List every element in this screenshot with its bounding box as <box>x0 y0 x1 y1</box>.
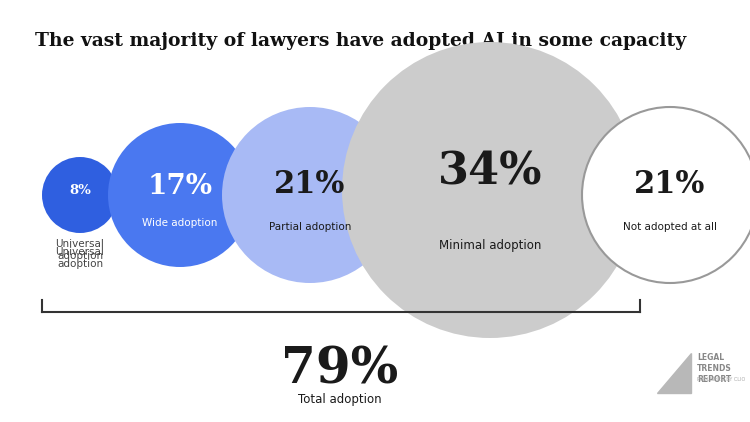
Circle shape <box>108 123 252 267</box>
Text: LEGAL
TRENDS
REPORT: LEGAL TRENDS REPORT <box>697 353 732 384</box>
Text: Universal
adoption: Universal adoption <box>56 239 104 261</box>
Circle shape <box>42 157 118 233</box>
Text: PUBLISHED BY CLIO: PUBLISHED BY CLIO <box>697 377 746 382</box>
Text: Total adoption: Total adoption <box>298 393 382 406</box>
Circle shape <box>582 107 750 283</box>
Text: 8%: 8% <box>69 184 91 197</box>
Circle shape <box>222 107 398 283</box>
Text: Partial adoption: Partial adoption <box>268 222 351 232</box>
Text: Wide adoption: Wide adoption <box>142 218 218 228</box>
Text: 34%: 34% <box>438 151 542 194</box>
Text: Universal
adoption: Universal adoption <box>56 247 104 268</box>
Text: Not adopted at all: Not adopted at all <box>623 222 717 232</box>
Text: The vast majority of lawyers have adopted AI in some capacity: The vast majority of lawyers have adopte… <box>35 32 686 50</box>
Text: 79%: 79% <box>281 345 399 394</box>
Text: 17%: 17% <box>148 173 212 200</box>
Text: 21%: 21% <box>274 169 346 200</box>
Circle shape <box>342 42 638 338</box>
Text: Minimal adoption: Minimal adoption <box>439 238 542 252</box>
Text: 21%: 21% <box>634 169 706 200</box>
Polygon shape <box>657 353 691 393</box>
